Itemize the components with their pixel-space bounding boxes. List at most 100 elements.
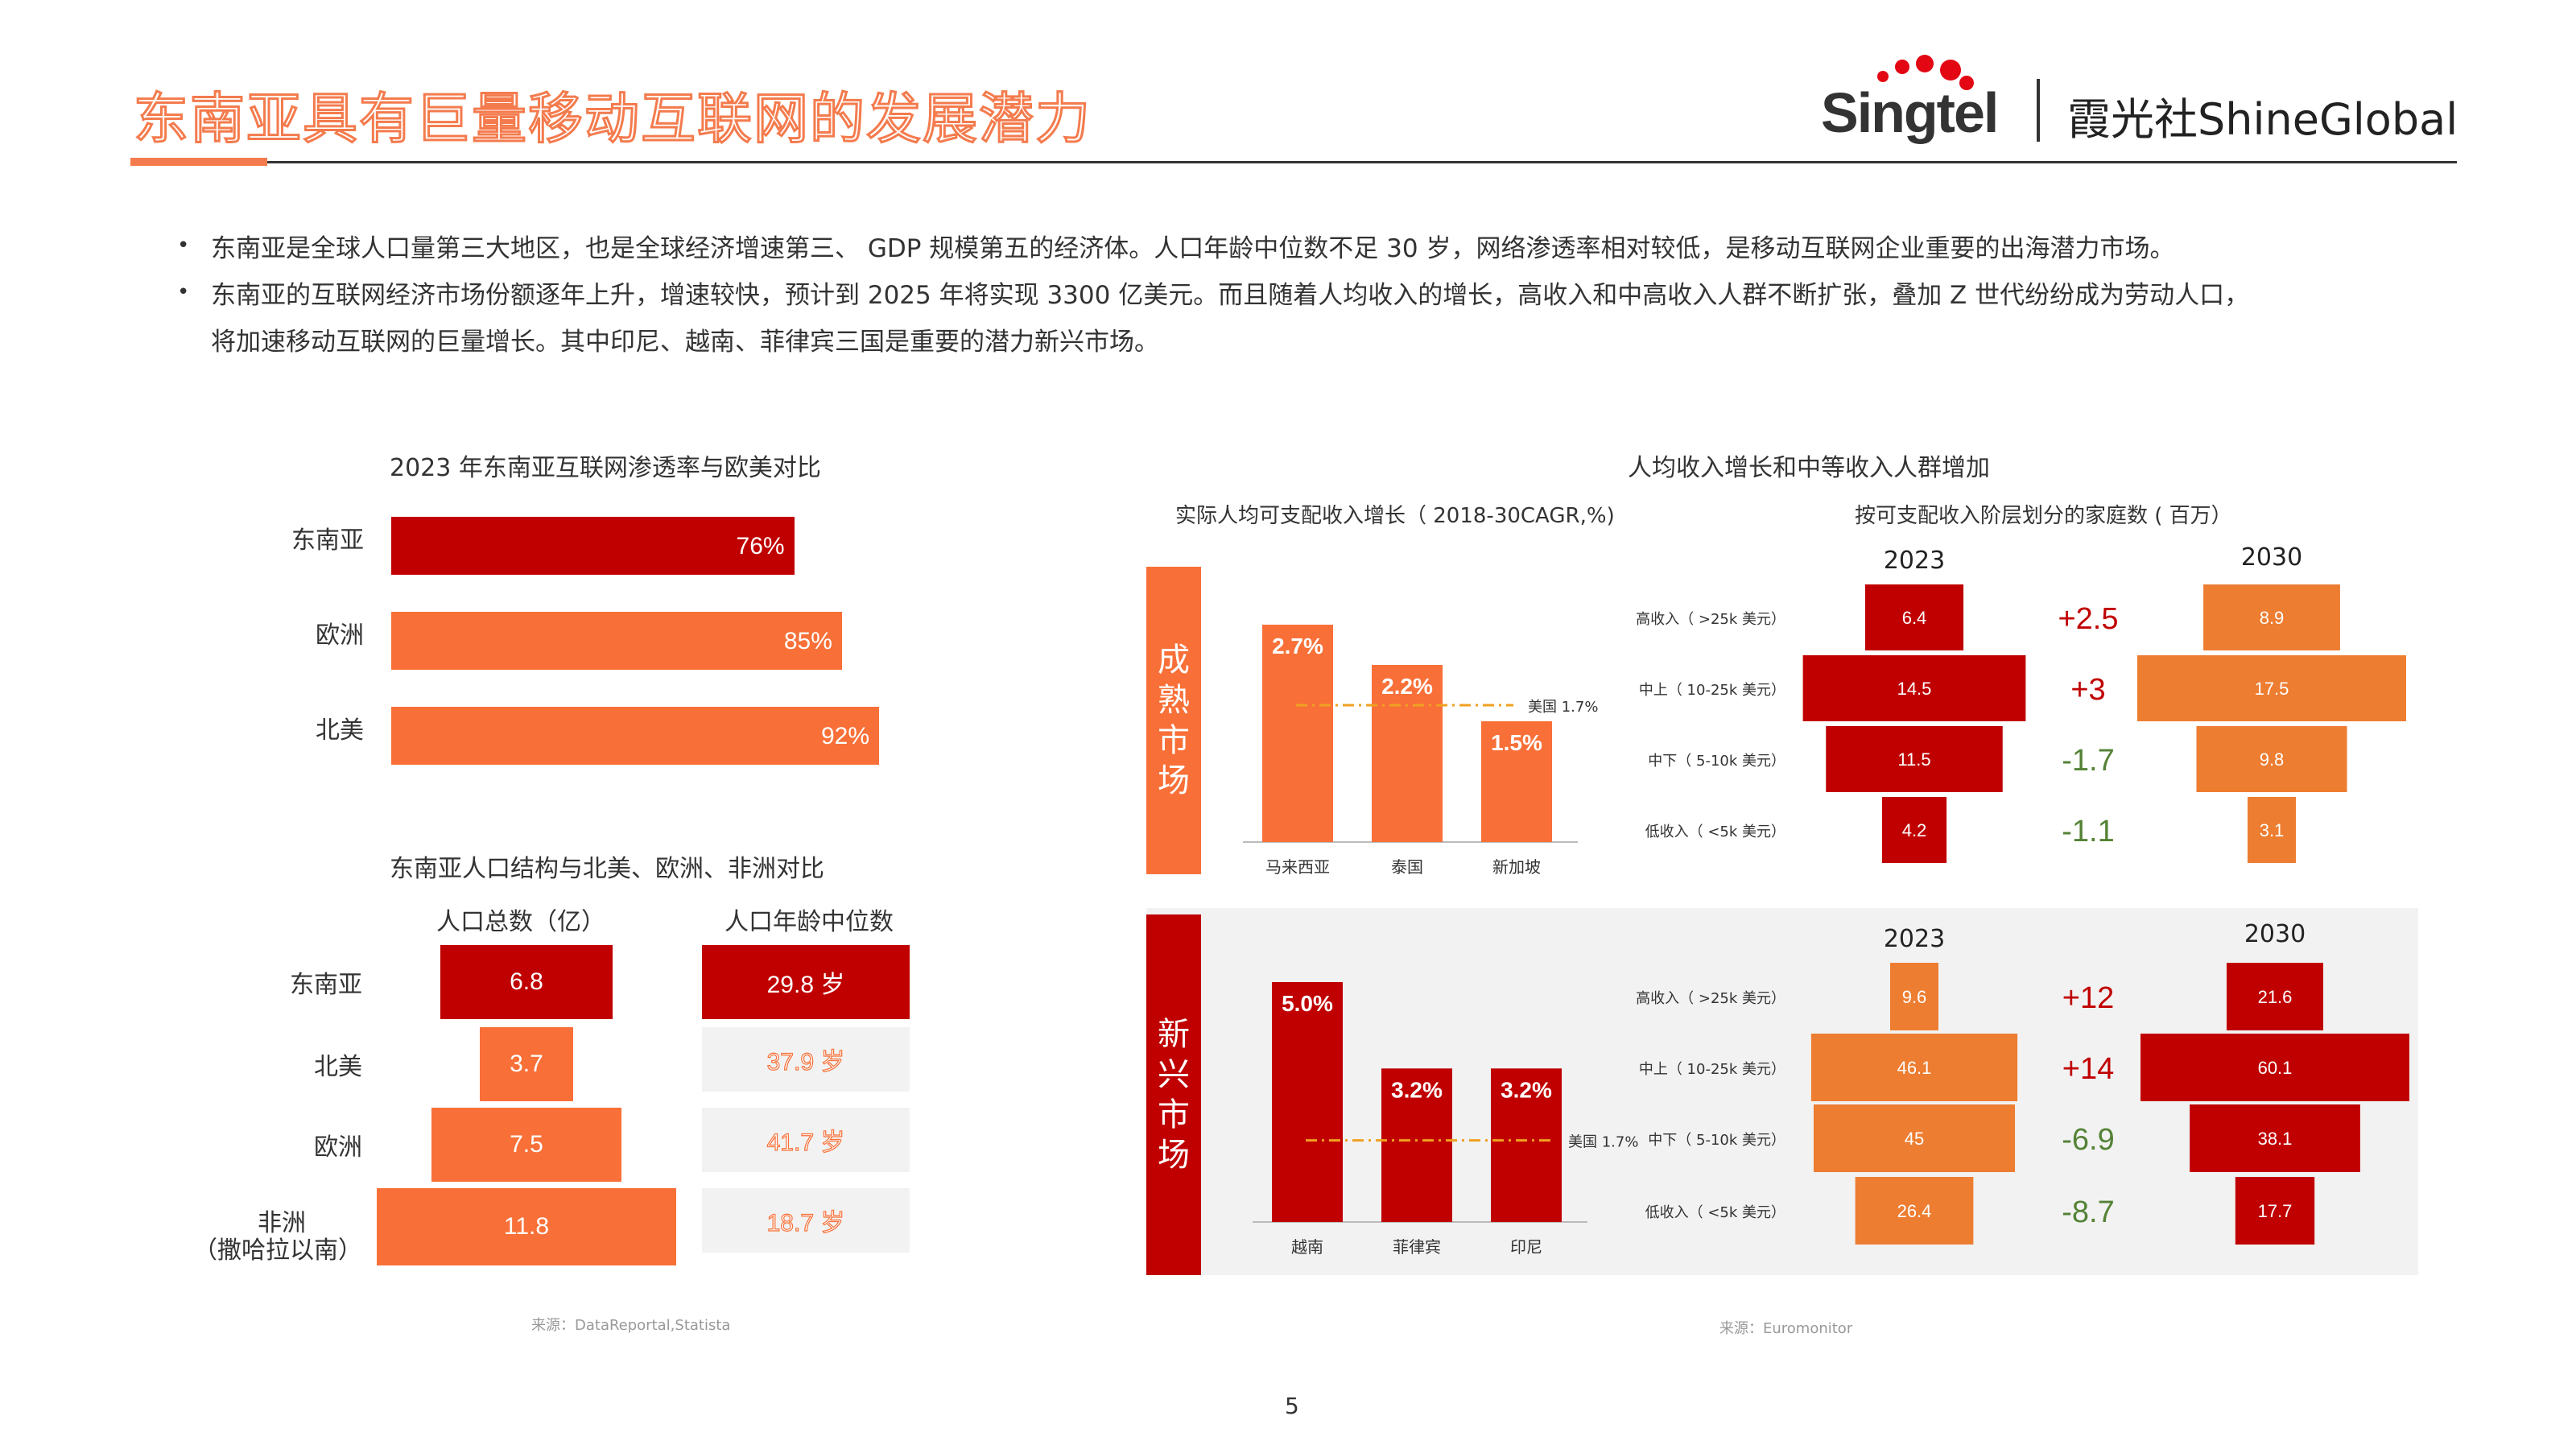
population-median-value: 41.7 岁: [766, 1129, 845, 1156]
population-total-value: 6.8: [510, 968, 543, 995]
income-tier-label: 中下（ 5-10k 美元）: [1648, 1132, 1785, 1149]
population-median-box: 18.7 岁: [702, 1188, 910, 1253]
population-median-box: 41.7 岁: [702, 1108, 910, 1172]
population-col-total: 人口总数（亿）: [436, 908, 605, 936]
household-value: 21.6: [2258, 987, 2293, 1007]
penetration-bar: 92%: [391, 707, 879, 765]
population-chart: 东南亚 6.8 29.8 岁北美 3.7 37.9 岁欧洲 7.5 41.7 岁非洲 （撒哈拉…: [193, 942, 934, 1280]
household-bar: [1855, 1177, 1974, 1245]
income-tier-label: 中上（ 10-25k 美元）: [1639, 682, 1785, 699]
income-growth-bar: [1262, 625, 1333, 842]
income-growth-bar: [1481, 721, 1552, 842]
income-growth-value: 3.2%: [1391, 1077, 1443, 1102]
household-bar: [2137, 655, 2406, 721]
penetration-title: 2023 年东南亚互联网渗透率与欧美对比: [390, 454, 821, 482]
page-number: 5: [1285, 1393, 1299, 1419]
income-title: 人均收入增长和中等收入人群增加: [1628, 454, 1990, 482]
income-subtitle-right: 按可支配收入阶层划分的家庭数 ( 百万）: [1855, 504, 2232, 528]
population-median-box: 29.8 岁: [702, 945, 910, 1019]
household-value: 11.5: [1897, 749, 1930, 770]
population-total-value: 7.5: [510, 1131, 543, 1158]
household-change: +3: [2070, 673, 2105, 707]
page-title: 东南亚具有巨量移动互联网的发展潜力: [132, 87, 1092, 153]
year-2023-label: 2023: [1884, 925, 1945, 953]
population-total-value: 3.7: [510, 1051, 543, 1077]
penetration-value: 92%: [820, 723, 869, 749]
population-label: 北美: [314, 1053, 362, 1081]
household-value: 9.8: [2260, 749, 2285, 770]
bullet-text-1: 东南亚是全球人口量第三大地区，也是全球经济增速第三、 GDP 规模第五的经济体。…: [211, 234, 2175, 263]
income-growth-country: 印尼: [1510, 1237, 1542, 1257]
penetration-value: 76%: [736, 533, 785, 559]
header-divider: [130, 161, 2457, 163]
income-growth-bar: [1381, 1068, 1452, 1222]
bullet-dot: •: [177, 280, 190, 304]
population-label: 东南亚: [290, 971, 362, 999]
household-value: 17.7: [2258, 1201, 2293, 1221]
population-median-value: 29.8 岁: [766, 972, 845, 998]
income-growth-country: 越南: [1291, 1237, 1323, 1257]
household-value: 6.4: [1902, 608, 1927, 628]
income-tier-label: 高收入（ >25k 美元）: [1636, 611, 1785, 628]
income-growth-bar: [1272, 982, 1343, 1222]
household-change: +2.5: [2058, 602, 2118, 636]
income-growth-country: 马来西亚: [1265, 857, 1330, 877]
household-change: -8.7: [2062, 1195, 2114, 1229]
household-bar: [2190, 1104, 2360, 1172]
household-value: 8.9: [2260, 608, 2285, 628]
income-growth-country: 新加坡: [1492, 857, 1541, 877]
income-growth-country: 泰国: [1391, 857, 1423, 877]
income-source: 来源：Euromonitor: [1719, 1320, 1853, 1337]
household-bar: [2226, 963, 2324, 1030]
bullet-text-2: 东南亚的互联网经济市场份额逐年上升，增速较快，预计到 2025 年将实现 330…: [211, 281, 2250, 310]
penetration-label: 北美: [316, 716, 364, 745]
income-tier-label: 高收入（ >25k 美元）: [1636, 990, 1785, 1007]
income-tier-label: 低收入（ <5k 美元）: [1645, 824, 1785, 840]
population-median-value: 37.9 岁: [766, 1048, 845, 1075]
population-total-bar: 6.8: [440, 945, 613, 1019]
household-bar: [1813, 1104, 2016, 1172]
singtel-logo: Singtel: [1821, 48, 2022, 153]
household-value: 60.1: [2258, 1058, 2293, 1078]
income-tier-label: 中上（ 10-25k 美元）: [1639, 1061, 1785, 1078]
income-growth-value: 2.2%: [1381, 674, 1433, 699]
household-bar: [1810, 1034, 2018, 1101]
income-growth-country: 菲律宾: [1393, 1237, 1441, 1257]
penetration-label: 欧洲: [316, 621, 364, 650]
population-label: 非洲: [258, 1209, 306, 1237]
household-value: 9.6: [1902, 987, 1927, 1007]
income-tier-label: 中下（ 5-10k 美元）: [1648, 753, 1785, 770]
population-total-bar: 3.7: [479, 1027, 574, 1101]
population-title: 东南亚人口结构与北美、欧洲、非洲对比: [390, 855, 824, 883]
population-total-bar: 7.5: [431, 1108, 622, 1182]
population-label: 欧洲: [314, 1133, 362, 1162]
us-reference-label: 美国 1.7%: [1528, 699, 1598, 716]
us-reference-label: 美国 1.7%: [1568, 1134, 1638, 1151]
household-change: +14: [2062, 1052, 2114, 1086]
population-label-sub: （撒哈拉以南）: [193, 1236, 362, 1265]
year-2030-label: 2030: [2244, 920, 2306, 948]
household-value: 14.5: [1897, 679, 1932, 699]
emerging-market-label: 新兴市场: [1146, 914, 1201, 1275]
income-growth-bar: [1491, 1068, 1562, 1222]
year-2023-label: 2023: [1884, 547, 1945, 575]
shineglobal-logo: 霞光社ShineGlobal: [2067, 94, 2458, 145]
household-bar: [1881, 797, 1947, 863]
income-growth-bar: [1372, 665, 1443, 842]
income-tier-label: 低收入（ <5k 美元）: [1645, 1204, 1785, 1221]
household-bar: [2248, 797, 2296, 863]
household-value: 4.2: [1902, 820, 1927, 840]
bullet-text-2-cont: 将加速移动互联网的巨量增长。其中印尼、越南、菲律宾三国是重要的潜力新兴市场。: [211, 328, 1159, 357]
household-value: 17.5: [2255, 679, 2289, 699]
household-value: 3.1: [2260, 820, 2285, 840]
household-bar: [2203, 584, 2340, 650]
household-change: +12: [2062, 981, 2114, 1015]
penetration-bar: 85%: [391, 612, 842, 670]
household-bar: [2196, 726, 2347, 792]
population-median-box: 37.9 岁: [702, 1027, 910, 1092]
household-change: -1.1: [2062, 815, 2114, 848]
household-change: -6.9: [2062, 1123, 2114, 1157]
penetration-chart: 东南亚 76% 欧洲 85% 北美 92%: [242, 499, 966, 773]
population-median-value: 18.7 岁: [766, 1209, 845, 1236]
